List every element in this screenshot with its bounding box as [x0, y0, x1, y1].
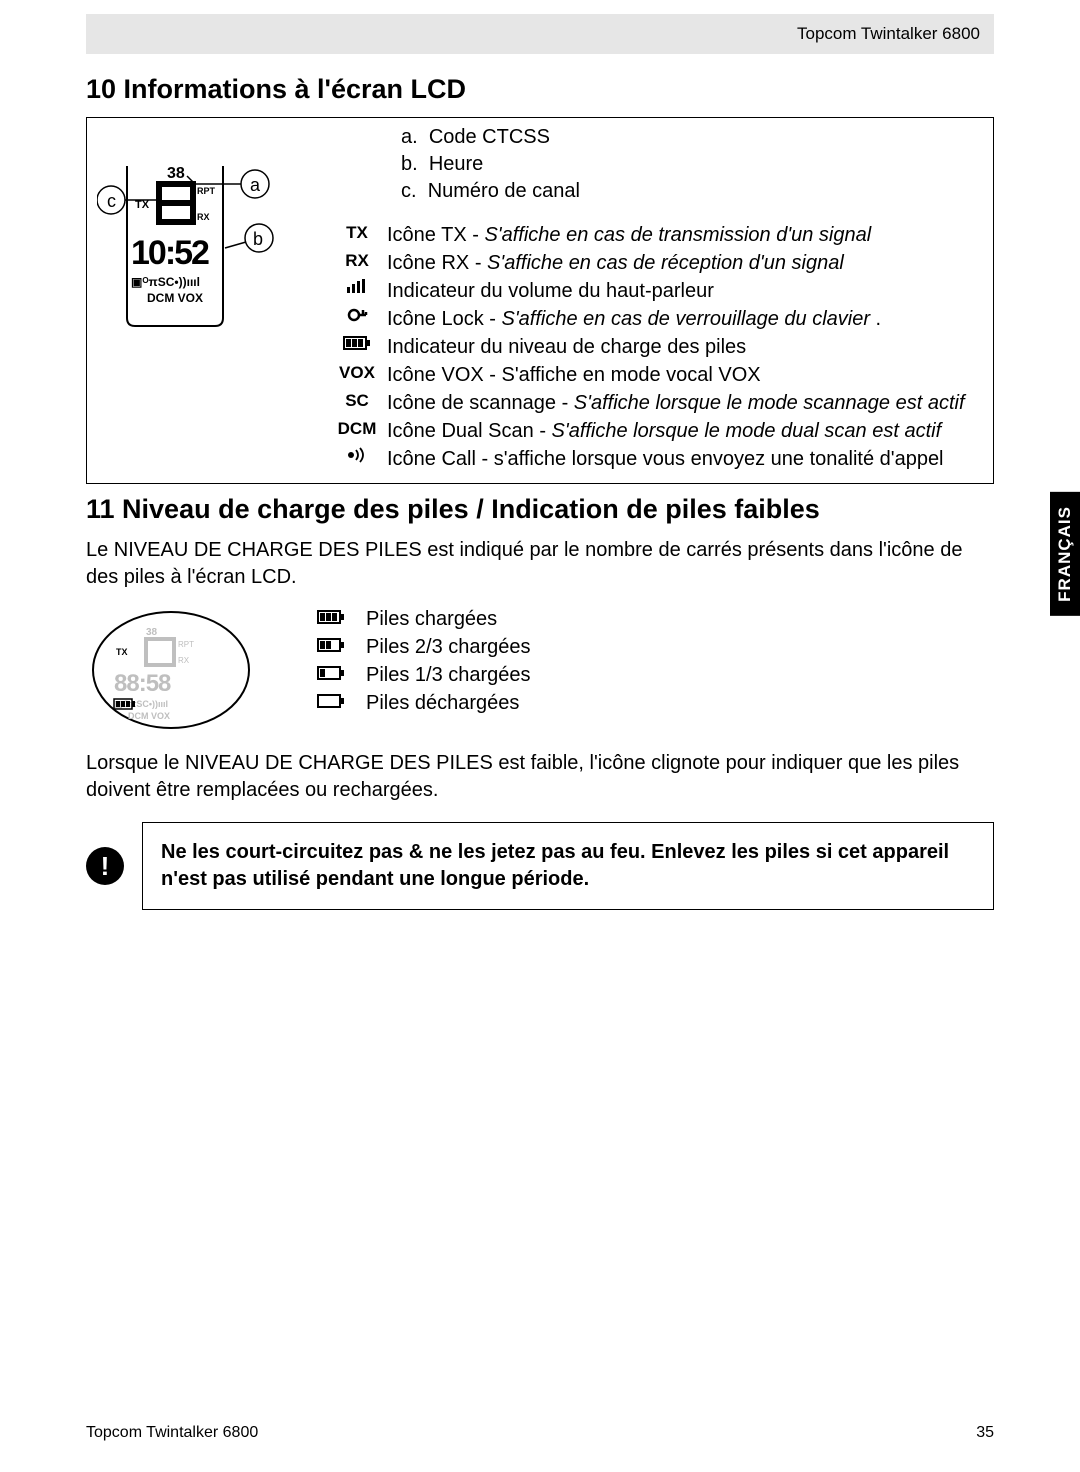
battery-icon — [296, 633, 366, 661]
icon-row: SCIcône de scannage - S'affiche lorsque … — [333, 389, 965, 417]
icon-symbol — [333, 305, 387, 333]
battery-level-row: Piles 2/3 chargées — [296, 633, 531, 661]
svg-text:38: 38 — [167, 165, 185, 182]
battery-icon — [296, 689, 366, 717]
icon-description: Icône RX - S'affiche en cas de réception… — [387, 249, 965, 277]
battery-level-text: Piles 2/3 chargées — [366, 633, 531, 661]
section11-para2: Lorsque le NIVEAU DE CHARGE DES PILES es… — [86, 750, 994, 804]
icon-symbol — [333, 333, 387, 361]
svg-text:38: 38 — [146, 627, 158, 638]
svg-text:RX: RX — [197, 212, 210, 222]
svg-text:88:58: 88:58 — [114, 670, 171, 697]
icon-row: Indicateur du volume du haut-parleur — [333, 277, 965, 305]
icon-table: TXIcône TX - S'affiche en cas de transmi… — [333, 221, 965, 473]
icon-row: TXIcône TX - S'affiche en cas de transmi… — [333, 221, 965, 249]
battery-levels-table: Piles chargéesPiles 2/3 chargéesPiles 1/… — [296, 605, 531, 717]
svg-text:c: c — [107, 191, 116, 211]
icon-description: Icône Lock - S'affiche en cas de verroui… — [387, 305, 965, 333]
header-bar: Topcom Twintalker 6800 — [86, 14, 994, 54]
battery-level-row: Piles déchargées — [296, 689, 531, 717]
svg-text:DCM VOX: DCM VOX — [147, 291, 203, 305]
svg-text:TX: TX — [116, 647, 128, 657]
language-tab: FRANÇAIS — [1050, 492, 1080, 616]
svg-text:RPT: RPT — [197, 186, 216, 196]
svg-text:RPT: RPT — [178, 640, 194, 649]
icon-symbol — [333, 277, 387, 305]
icon-description: Indicateur du niveau de charge des piles — [387, 333, 965, 361]
icon-description: Icône TX - S'affiche en cas de transmiss… — [387, 221, 965, 249]
warning-text: Ne les court-circuitez pas & ne les jete… — [142, 822, 994, 910]
section11-intro: Le NIVEAU DE CHARGE DES PILES est indiqu… — [86, 537, 994, 591]
section10-title: 10 Informations à l'écran LCD — [86, 74, 994, 105]
icon-symbol — [333, 445, 387, 473]
battery-section: 38 RPT RX TX 88:58 ▣OπSC•))ıııl DCM VOX … — [86, 605, 994, 740]
footer: Topcom Twintalker 6800 35 — [86, 1424, 994, 1442]
battery-level-row: Piles chargées — [296, 605, 531, 633]
icon-row: RXIcône RX - S'affiche en cas de récepti… — [333, 249, 965, 277]
battery-level-text: Piles 1/3 chargées — [366, 661, 531, 689]
lcd-info-box: 38 RPT RX TX 10:52 ▣ᴼπSC•))ıııl DCM VOX … — [86, 117, 994, 484]
abc-list: a. Code CTCSS b. Heure c. Numéro de cana… — [401, 124, 983, 205]
icon-symbol: DCM — [333, 417, 387, 445]
icon-description: Icône Dual Scan - S'affiche lorsque le m… — [387, 417, 965, 445]
warning-icon: ! — [86, 847, 124, 885]
battery-level-row: Piles 1/3 chargées — [296, 661, 531, 689]
icon-row: Indicateur du niveau de charge des piles — [333, 333, 965, 361]
svg-text:10:52: 10:52 — [131, 234, 209, 272]
svg-text:TX: TX — [135, 199, 150, 211]
svg-text:DCM VOX: DCM VOX — [128, 711, 170, 721]
header-product: Topcom Twintalker 6800 — [797, 24, 980, 44]
svg-text:▣ᴼπSC•))ıııl: ▣ᴼπSC•))ıııl — [131, 275, 200, 289]
icon-row: Icône Lock - S'affiche en cas de verroui… — [333, 305, 965, 333]
battery-icon — [296, 605, 366, 633]
svg-text:a: a — [250, 175, 261, 195]
icon-description: Icône de scannage - S'affiche lorsque le… — [387, 389, 965, 417]
icon-description: Icône VOX - S'affiche en mode vocal VOX — [387, 361, 965, 389]
icon-symbol: VOX — [333, 361, 387, 389]
icon-symbol: RX — [333, 249, 387, 277]
footer-page: 35 — [976, 1424, 994, 1442]
warning-box: ! Ne les court-circuitez pas & ne les je… — [86, 822, 994, 910]
icon-row: Icône Call - s'affiche lorsque vous envo… — [333, 445, 965, 473]
svg-text:b: b — [253, 229, 263, 249]
icon-row: VOXIcône VOX - S'affiche en mode vocal V… — [333, 361, 965, 389]
battery-level-text: Piles déchargées — [366, 689, 519, 717]
icon-description: Indicateur du volume du haut-parleur — [387, 277, 965, 305]
icon-symbol: SC — [333, 389, 387, 417]
footer-left: Topcom Twintalker 6800 — [86, 1424, 258, 1442]
icon-row: DCMIcône Dual Scan - S'affiche lorsque l… — [333, 417, 965, 445]
lcd-diagram: 38 RPT RX TX 10:52 ▣ᴼπSC•))ıııl DCM VOX … — [97, 124, 317, 473]
svg-text:RX: RX — [178, 656, 190, 665]
section11-title: 11 Niveau de charge des piles / Indicati… — [86, 494, 994, 525]
battery-icon — [296, 661, 366, 689]
battery-diagram: 38 RPT RX TX 88:58 ▣OπSC•))ıııl DCM VOX — [86, 605, 256, 740]
icon-description: Icône Call - s'affiche lorsque vous envo… — [387, 445, 965, 473]
icon-symbol: TX — [333, 221, 387, 249]
battery-level-text: Piles chargées — [366, 605, 497, 633]
